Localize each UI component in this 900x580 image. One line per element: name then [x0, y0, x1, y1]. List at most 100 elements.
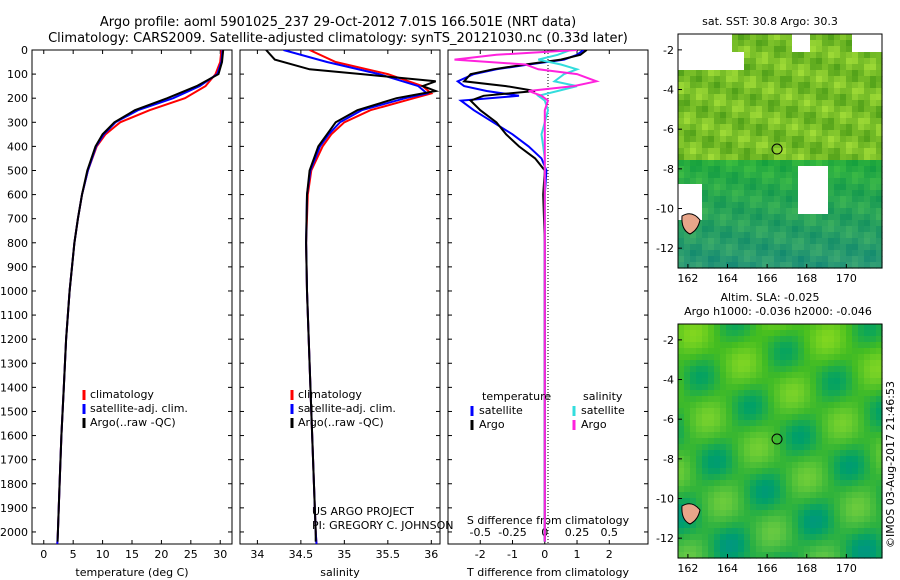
heatmap-cell [714, 262, 721, 269]
x-tick-label: 0 [40, 548, 47, 561]
heatmap-cell [834, 118, 841, 125]
heatmap-cell [810, 480, 817, 487]
heatmap-cell [828, 438, 835, 445]
heatmap-cell [780, 172, 787, 179]
heatmap-cell [828, 226, 835, 233]
heatmap-cell [756, 148, 763, 155]
heatmap-cell [678, 52, 685, 59]
heatmap-cell [780, 384, 787, 391]
heatmap-cell [786, 438, 793, 445]
y-tick-label: 1600 [0, 430, 28, 443]
heatmap-cell [840, 504, 847, 511]
heatmap-cell [768, 226, 775, 233]
heatmap-cell [822, 262, 829, 269]
heatmap-cell [780, 342, 787, 349]
heatmap-cell [732, 498, 739, 505]
heatmap-cell [756, 396, 763, 403]
heatmap-cell [822, 324, 829, 331]
heatmap-cell [852, 244, 859, 251]
heatmap-cell [846, 324, 853, 331]
heatmap-cell [816, 360, 823, 367]
heatmap-cell [732, 534, 739, 541]
heatmap-cell [828, 372, 835, 379]
heatmap-cell [846, 402, 853, 409]
heatmap-cell [810, 528, 817, 535]
heatmap-cell [846, 64, 853, 71]
heatmap-cell [684, 426, 691, 433]
heatmap-cell [822, 396, 829, 403]
heatmap-cell [744, 486, 751, 493]
heatmap-cell [846, 238, 853, 245]
heatmap-cell [852, 384, 859, 391]
sla-map-subtitle: Argo h1000: -0.036 h2000: -0.046 [684, 305, 872, 318]
heatmap-cell [678, 64, 685, 71]
heatmap-cell [870, 106, 877, 113]
heatmap-cell [714, 82, 721, 89]
heatmap-cell [690, 112, 697, 119]
heatmap-cell [720, 124, 727, 131]
heatmap-cell [858, 330, 865, 337]
heatmap-cell [708, 396, 715, 403]
heatmap-cell [732, 366, 739, 373]
heatmap-cell [804, 366, 811, 373]
heatmap-cell [738, 172, 745, 179]
heatmap-cell [816, 154, 823, 161]
heatmap-cell [720, 408, 727, 415]
heatmap-cell [720, 70, 727, 77]
heatmap-cell [690, 166, 697, 173]
heatmap-cell [732, 184, 739, 191]
heatmap-cell [846, 112, 853, 119]
heatmap-cell [786, 486, 793, 493]
heatmap-cell [702, 336, 709, 343]
heatmap-cell [726, 208, 733, 215]
heatmap-cell [816, 136, 823, 143]
heatmap-cell [714, 250, 721, 257]
heatmap-cell [834, 552, 841, 559]
heatmap-cell [846, 552, 853, 559]
heatmap-cell [684, 528, 691, 535]
legend-title-salinity: salinity [583, 390, 623, 403]
heatmap-cell [678, 402, 685, 409]
heatmap-cell [798, 220, 805, 227]
heatmap-cell [690, 432, 697, 439]
heatmap-cell [810, 354, 817, 361]
heatmap-cell [834, 178, 841, 185]
heatmap-cell [804, 52, 811, 59]
heatmap-cell [780, 256, 787, 263]
heatmap-cell [816, 124, 823, 131]
heatmap-cell [834, 516, 841, 523]
heatmap-cell [852, 354, 859, 361]
heatmap-cell [762, 444, 769, 451]
heatmap-cell [858, 402, 865, 409]
heatmap-cell [822, 178, 829, 185]
heatmap-cell [792, 354, 799, 361]
heatmap-cell [708, 378, 715, 385]
heatmap-cell [852, 516, 859, 523]
heatmap-cell [708, 244, 715, 251]
heatmap-cell [696, 118, 703, 125]
heatmap-cell [804, 498, 811, 505]
heatmap-cell [732, 190, 739, 197]
heatmap-cell [786, 414, 793, 421]
heatmap-cell [720, 202, 727, 209]
heatmap-cell [678, 262, 685, 269]
x-tick-label: 20 [154, 548, 168, 561]
heatmap-cell [732, 88, 739, 95]
heatmap-cell [726, 408, 733, 415]
heatmap-cell [828, 420, 835, 427]
heatmap-cell [684, 540, 691, 547]
heatmap-cell [786, 250, 793, 257]
series-line-climatology [305, 50, 434, 544]
heatmap-cell [744, 342, 751, 349]
heatmap-cell [876, 88, 883, 95]
heatmap-cell [768, 372, 775, 379]
heatmap-cell [750, 232, 757, 239]
heatmap-cell [798, 172, 805, 179]
heatmap-cell [786, 468, 793, 475]
heatmap-cell [696, 396, 703, 403]
series-line-climatology [56, 50, 223, 544]
heatmap-cell [732, 130, 739, 137]
heatmap-cell [762, 118, 769, 125]
heatmap-cell [852, 76, 859, 83]
heatmap-cell [720, 256, 727, 263]
